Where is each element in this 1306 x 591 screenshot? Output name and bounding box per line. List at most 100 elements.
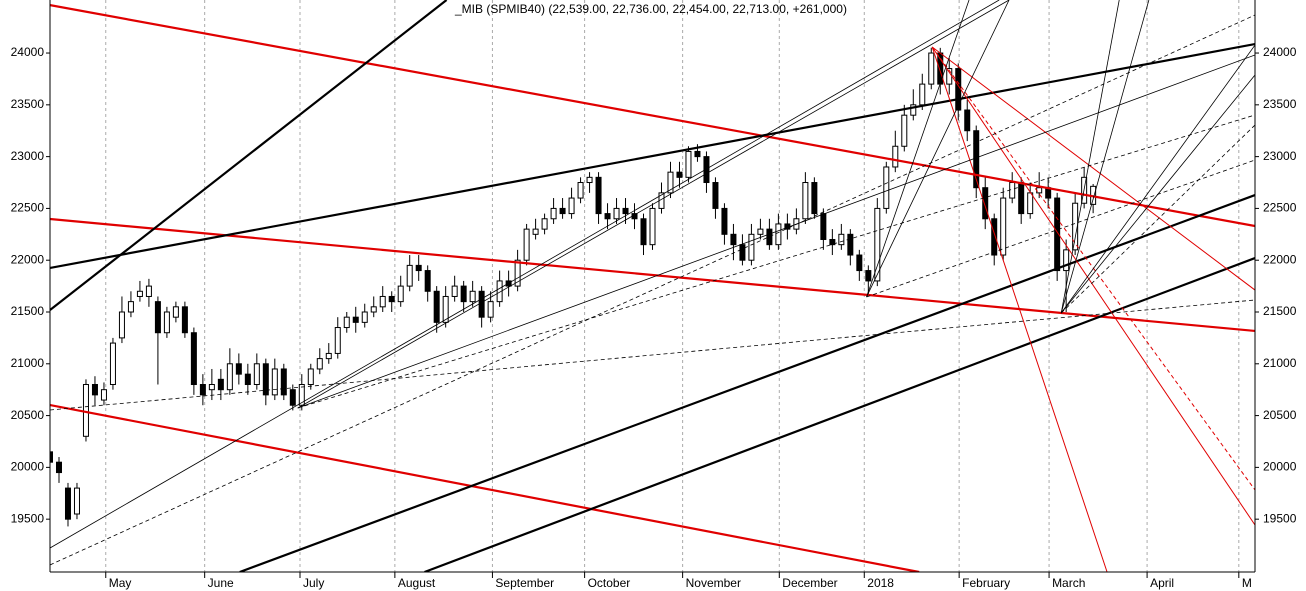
- candle-body: [1009, 182, 1016, 199]
- candle-body: [721, 207, 728, 235]
- trendline: [50, 299, 1255, 411]
- candle-body: [667, 171, 674, 194]
- candle-body: [298, 384, 305, 406]
- candle-body: [856, 254, 863, 272]
- candle-body: [55, 461, 62, 474]
- candle-body: [685, 150, 692, 178]
- candle-body: [199, 384, 206, 396]
- candle-body: [1036, 187, 1043, 194]
- candle-body: [64, 487, 71, 520]
- candle-body: [397, 285, 404, 303]
- candle-body: [703, 156, 710, 184]
- candle-body: [73, 487, 80, 515]
- candle-body: [451, 285, 458, 297]
- y-tick-label: 20000: [1263, 460, 1297, 474]
- trendline: [297, 114, 1255, 409]
- y-tick-label: 24000: [1263, 45, 1297, 59]
- candle-body: [334, 327, 341, 354]
- candle-body: [1054, 197, 1061, 272]
- candle-body: [289, 389, 296, 406]
- candle-body: [478, 290, 485, 318]
- trendline: [931, 46, 1108, 572]
- trendline: [866, 0, 970, 298]
- candle-body: [127, 301, 134, 313]
- candle-body: [955, 68, 962, 111]
- candle-body: [1027, 192, 1034, 215]
- trendline: [1060, 44, 1255, 314]
- y-tick-label: 23000: [11, 149, 45, 163]
- x-tick-label: June: [208, 576, 234, 590]
- candle-body: [388, 295, 395, 303]
- candle-body: [820, 213, 827, 240]
- candle-body: [370, 306, 377, 313]
- y-tick-label: 21500: [1263, 304, 1297, 318]
- x-tick-label: November: [686, 576, 741, 590]
- trendline: [931, 46, 1255, 526]
- axes: 19500 19500 20000 20000 20500 20500 21000 21000…: [11, 0, 1297, 590]
- trendline: [50, 42, 1255, 270]
- y-tick-label: 21000: [1263, 356, 1297, 370]
- x-tick-label: M: [1242, 576, 1252, 590]
- candle-body: [919, 83, 926, 106]
- candle-body: [910, 104, 917, 116]
- trendline: [50, 0, 448, 311]
- candle-body: [532, 228, 539, 235]
- x-tick-label: 2018: [867, 576, 894, 590]
- x-tick-label: February: [962, 576, 1010, 590]
- candle-body: [676, 171, 683, 178]
- candle-body: [883, 166, 890, 209]
- candle-body: [730, 233, 737, 246]
- y-tick-label: 21500: [11, 304, 45, 318]
- candle-body: [154, 301, 161, 334]
- y-tick-label: 23500: [1263, 97, 1297, 111]
- x-tick-label: April: [1150, 576, 1174, 590]
- trendline: [1060, 0, 1150, 314]
- candle-body: [838, 233, 845, 246]
- candle-body: [649, 207, 656, 246]
- candle-body: [496, 280, 503, 303]
- candle-body: [172, 306, 179, 318]
- candle-body: [424, 270, 431, 292]
- trendline: [297, 54, 1255, 409]
- candle-body: [991, 218, 998, 256]
- trendline: [297, 0, 1010, 409]
- trendline: [1060, 0, 1120, 314]
- candle-body: [595, 176, 602, 215]
- candle-body: [622, 207, 629, 215]
- candle-body: [163, 311, 170, 334]
- candle-body: [262, 363, 269, 396]
- trendline: [931, 46, 1255, 291]
- candle-body: [190, 332, 197, 386]
- candle-body: [253, 363, 260, 386]
- candle-body: [100, 389, 107, 401]
- candle-body: [613, 207, 620, 220]
- candle-body: [226, 363, 233, 391]
- x-tick-label: May: [109, 576, 132, 590]
- x-tick-label: October: [588, 576, 631, 590]
- trendline: [866, 0, 1010, 298]
- candle-body: [928, 52, 935, 85]
- x-tick-label: September: [495, 576, 554, 590]
- candle-body: [325, 352, 332, 360]
- candle-body: [712, 182, 719, 209]
- trendline: [50, 3, 1255, 228]
- candle-body: [442, 295, 449, 323]
- x-tick-label: August: [398, 576, 436, 590]
- y-tick-label: 22000: [1263, 252, 1297, 266]
- candle-body: [568, 197, 575, 215]
- candle-body: [847, 233, 854, 256]
- chart-title: _MIB (SPMIB40) (22,539.00, 22,736.00, 22…: [454, 2, 847, 16]
- candle-body: [406, 264, 413, 287]
- candle-body: [118, 311, 125, 339]
- candle-body: [982, 187, 989, 220]
- candle-body: [1018, 182, 1025, 215]
- candle-body: [343, 316, 350, 329]
- candle-body: [208, 384, 215, 391]
- candle-body: [757, 228, 764, 235]
- y-tick-label: 24000: [11, 45, 45, 59]
- candle-body: [460, 285, 467, 303]
- candle-body: [892, 145, 899, 168]
- candle-body: [244, 373, 251, 386]
- candle-body: [235, 363, 242, 375]
